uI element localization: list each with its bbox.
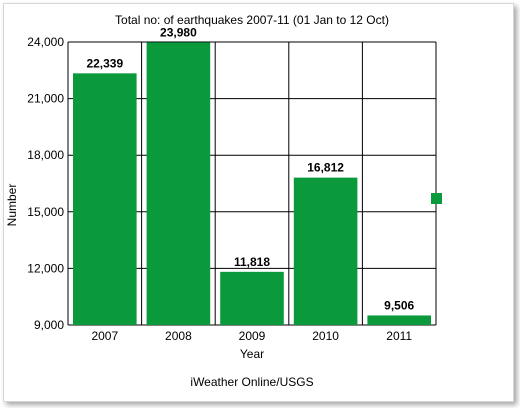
y-axis-label: Number <box>5 184 19 227</box>
x-tick-labels: 2007 2008 2009 2010 2011 <box>91 329 412 343</box>
value-labels: 22,339 23,980 11,818 16,812 9,506 <box>86 25 414 312</box>
y-tick-label: 9,000 <box>34 318 64 332</box>
value-label: 23,980 <box>160 25 197 39</box>
legend-swatch <box>431 193 442 204</box>
y-tick-label: 12,000 <box>27 261 64 275</box>
value-label: 11,818 <box>234 255 270 269</box>
y-tick-label: 21,000 <box>27 92 64 106</box>
bar-2009 <box>220 271 284 325</box>
value-label: 16,812 <box>307 161 344 175</box>
x-tick-label: 2010 <box>312 329 339 343</box>
x-tick-label: 2007 <box>91 329 118 343</box>
y-tick-label: 18,000 <box>27 148 64 162</box>
value-label: 22,339 <box>86 56 123 70</box>
y-tick-labels: 9,000 12,000 15,000 18,000 21,000 24,000 <box>27 35 64 332</box>
x-tick-label: 2011 <box>386 329 412 343</box>
bars <box>73 42 431 326</box>
value-label: 9,506 <box>384 298 414 312</box>
source-label: iWeather Online/USGS <box>190 375 313 389</box>
bar-2008 <box>146 42 211 326</box>
x-axis-label: Year <box>240 347 264 361</box>
x-tick-label: 2009 <box>239 329 266 343</box>
y-tick-label: 15,000 <box>27 205 64 219</box>
x-tick-label: 2008 <box>165 329 192 343</box>
bar-2010 <box>293 177 358 325</box>
bar-2011 <box>367 315 431 325</box>
chart-title: Total no: of earthquakes 2007-11 (01 Jan… <box>115 13 389 27</box>
bar-2007 <box>73 73 137 326</box>
y-tick-label: 24,000 <box>27 35 64 49</box>
